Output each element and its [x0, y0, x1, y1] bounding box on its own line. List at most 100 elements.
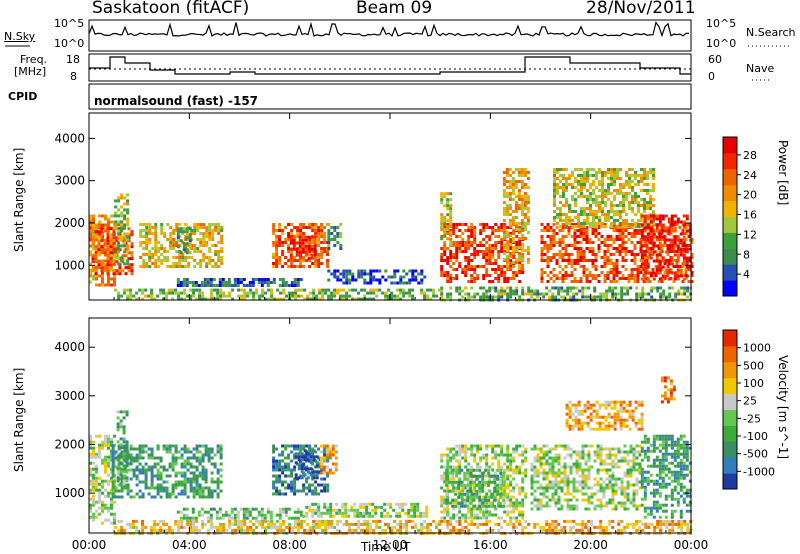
data-cell: [300, 522, 304, 526]
data-cell: [360, 275, 364, 279]
data-cell: [580, 177, 583, 180]
data-cell: [464, 271, 468, 274]
data-cell: [104, 253, 107, 257]
data-cell: [212, 284, 216, 287]
data-cell: [583, 180, 586, 183]
data-cell: [660, 244, 664, 247]
data-cell: [94, 257, 98, 261]
data-cell: [526, 231, 530, 234]
data-cell: [198, 486, 202, 490]
data-cell: [449, 277, 453, 280]
data-cell: [390, 294, 394, 298]
data-cell: [452, 516, 456, 520]
data-cell: [655, 253, 659, 257]
data-cell: [299, 462, 303, 466]
data-cell: [320, 489, 324, 493]
data-cell: [111, 456, 115, 460]
data-cell: [295, 250, 299, 254]
data-cell: [139, 256, 143, 259]
data-cell: [643, 265, 647, 269]
data-cell: [549, 226, 553, 229]
data-cell: [275, 235, 279, 238]
data-cell: [183, 477, 187, 481]
data-cell: [470, 510, 474, 514]
data-cell: [549, 235, 553, 238]
data-cell: [125, 476, 129, 480]
data-cell: [263, 278, 267, 281]
data-cell: [126, 238, 130, 242]
data-cell: [216, 525, 220, 529]
data-cell: [561, 277, 565, 280]
data-cell: [520, 237, 524, 240]
date-title: 28/Nov/2011: [586, 0, 696, 18]
data-cell: [564, 265, 568, 268]
data-cell: [309, 291, 313, 295]
data-cell: [685, 247, 689, 251]
data-cell: [585, 235, 589, 238]
data-cell: [142, 223, 146, 226]
data-cell: [429, 522, 433, 526]
data-cell: [169, 235, 173, 238]
data-cell: [646, 271, 650, 275]
data-cell: [208, 250, 212, 253]
data-cell: [627, 250, 631, 253]
data-cell: [470, 513, 474, 517]
data-cell: [628, 180, 631, 183]
data-cell: [595, 186, 598, 189]
data-cell: [662, 295, 666, 299]
data-cell: [449, 256, 453, 259]
data-cell: [511, 237, 515, 240]
data-cell: [446, 447, 450, 451]
data-cell: [523, 195, 527, 198]
data-cell: [482, 265, 486, 268]
data-cell: [296, 284, 300, 287]
data-cell: [598, 168, 601, 171]
data-cell: [177, 528, 181, 532]
data-cell: [609, 244, 613, 247]
data-cell: [345, 297, 349, 301]
data-cell: [314, 259, 318, 262]
data-cell: [150, 480, 154, 484]
data-cell: [577, 183, 580, 186]
data-cell: [159, 465, 163, 469]
data-cell: [515, 292, 519, 296]
data-cell: [166, 259, 170, 262]
data-cell: [485, 268, 489, 271]
data-cell: [479, 459, 483, 463]
data-cell: [540, 229, 544, 232]
data-cell: [114, 250, 118, 254]
data-cell: [168, 495, 172, 499]
data-cell: [185, 513, 189, 517]
data-cell: [89, 274, 92, 278]
data-cell: [446, 201, 450, 205]
data-cell: [98, 223, 101, 227]
data-cell: [568, 204, 571, 207]
data-cell: [601, 183, 604, 186]
data-cell: [303, 473, 307, 477]
data-cell: [92, 274, 95, 278]
data-cell: [110, 452, 113, 456]
data-cell: [272, 265, 276, 268]
data-cell: [203, 278, 207, 281]
data-cell: [186, 456, 190, 460]
data-cell: [317, 502, 321, 506]
data-cell: [160, 244, 164, 247]
data-cell: [317, 447, 321, 451]
data-cell: [556, 177, 559, 180]
data-cell: [153, 474, 157, 478]
data-cell: [252, 528, 256, 532]
data-cell: [305, 241, 309, 244]
data-cell: [181, 232, 185, 235]
data-cell: [500, 247, 504, 250]
data-cell: [189, 528, 193, 532]
data-cell: [455, 468, 459, 472]
data-cell: [523, 225, 527, 228]
data-cell: [263, 281, 267, 284]
data-cell: [168, 462, 172, 466]
data-cell: [330, 525, 334, 529]
data-cell: [455, 471, 459, 475]
data-cell: [646, 217, 650, 221]
data-cell: [470, 223, 474, 226]
data-cell: [303, 288, 307, 292]
data-cell: [107, 223, 110, 227]
